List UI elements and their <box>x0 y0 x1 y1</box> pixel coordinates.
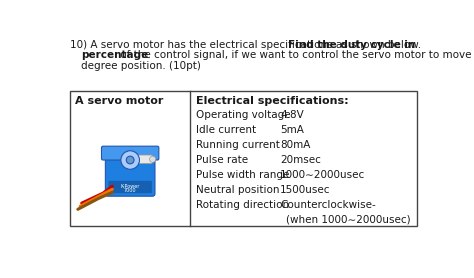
Text: 20msec: 20msec <box>280 155 321 165</box>
Text: 7000: 7000 <box>124 188 137 193</box>
FancyBboxPatch shape <box>105 155 155 196</box>
FancyBboxPatch shape <box>125 155 153 163</box>
Text: A servo motor: A servo motor <box>75 96 163 106</box>
Circle shape <box>126 156 134 164</box>
Text: Neutral position: Neutral position <box>196 185 280 195</box>
Text: Pulse width range: Pulse width range <box>196 170 290 180</box>
Text: degree position. (10pt): degree position. (10pt) <box>81 61 201 71</box>
Text: Running current: Running current <box>196 140 280 150</box>
Text: 4.8V: 4.8V <box>280 110 304 120</box>
Circle shape <box>149 156 156 162</box>
FancyBboxPatch shape <box>109 181 152 193</box>
Text: 5mA: 5mA <box>280 125 304 135</box>
Text: K-Power: K-Power <box>120 184 140 189</box>
Text: Operating voltage: Operating voltage <box>196 110 291 120</box>
Text: (when 1000∼2000usec): (when 1000∼2000usec) <box>286 215 411 225</box>
Circle shape <box>121 151 139 169</box>
Text: 10) A servo motor has the electrical specifications as shown below.: 10) A servo motor has the electrical spe… <box>70 39 425 49</box>
Text: Counterclockwise-: Counterclockwise- <box>280 200 376 210</box>
Text: Pulse rate: Pulse rate <box>196 155 248 165</box>
Text: 1000∼2000usec: 1000∼2000usec <box>280 170 365 180</box>
Text: 80mA: 80mA <box>280 140 310 150</box>
Text: Electrical specifications:: Electrical specifications: <box>196 96 349 106</box>
Text: 1500usec: 1500usec <box>280 185 331 195</box>
Text: Rotating direction: Rotating direction <box>196 200 290 210</box>
Text: percentage: percentage <box>81 50 148 60</box>
Text: Idle current: Idle current <box>196 125 256 135</box>
Text: of the control signal, if we want to control the servo motor to move to the 45-: of the control signal, if we want to con… <box>118 50 474 60</box>
FancyBboxPatch shape <box>101 146 159 160</box>
Bar <box>70 91 417 226</box>
Text: Find the duty cycle in: Find the duty cycle in <box>288 39 415 49</box>
